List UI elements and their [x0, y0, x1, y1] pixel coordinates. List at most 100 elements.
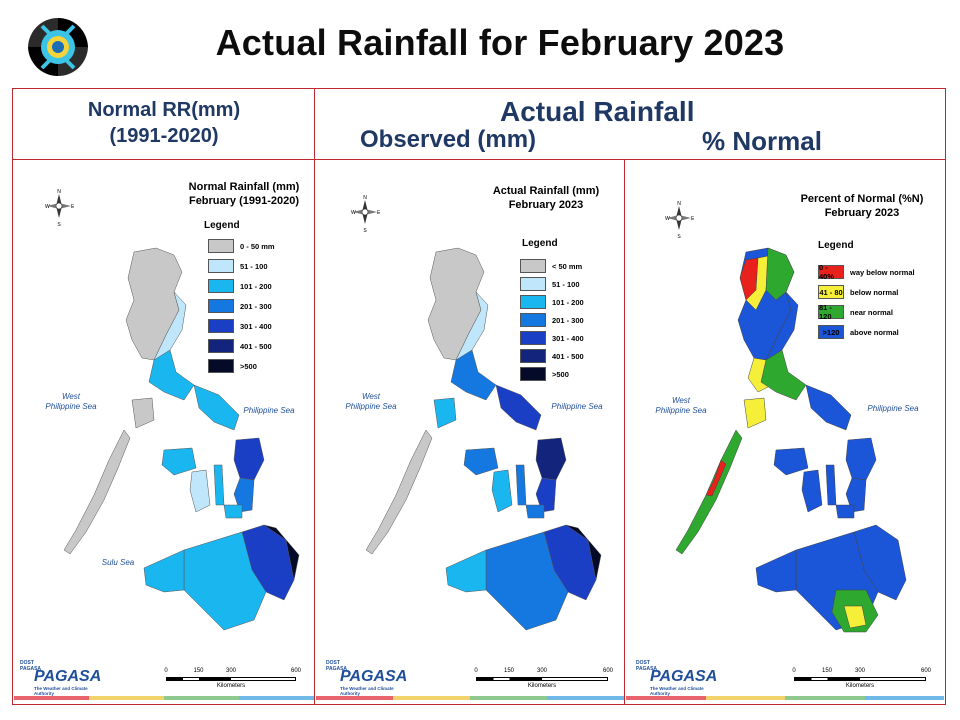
region-bohol: [525, 504, 545, 519]
region-leyte: [845, 477, 867, 513]
region-leyte: [535, 477, 557, 513]
region-luzon-central: [450, 349, 497, 401]
color-stripe: [14, 696, 89, 700]
legend-label: 51 - 100: [552, 279, 580, 289]
legend-swatch: [520, 259, 546, 273]
header-percent-normal: % Normal: [702, 126, 822, 156]
scale-unit: Kilometers: [527, 683, 557, 689]
map-panel-normal: Normal Rainfall (mm) February (1991-2020…: [14, 160, 314, 702]
region-negros: [801, 469, 823, 513]
color-stripe: [164, 696, 239, 700]
scale-tick: 150: [193, 668, 204, 674]
compass-e: E: [691, 216, 694, 222]
region-cagayan: [765, 247, 795, 301]
region-mindanao-coast: [565, 524, 602, 581]
legend-item: 101 - 200: [208, 278, 272, 294]
legend-swatch: [520, 367, 546, 381]
scale-tick: 300: [854, 668, 866, 674]
compass-w: W: [45, 204, 50, 210]
sea-west-line1: West: [61, 392, 81, 401]
color-stripe: [626, 696, 706, 700]
sea-west-line2: Philippine Sea: [345, 402, 397, 411]
legend-item: 81 - 120 near normal: [818, 303, 893, 321]
color-stripe: [316, 696, 393, 700]
map-title-line1: Normal Rainfall (mm): [188, 181, 300, 193]
scale-tick: 0: [474, 668, 478, 674]
legend-item: 41 - 80 below normal: [818, 284, 898, 300]
compass-w: W: [665, 216, 670, 222]
philippines-map-observed: [365, 247, 602, 631]
region-panay: [773, 447, 809, 476]
legend-label: 301 - 400: [552, 333, 584, 343]
legend-swatch: 0 - 40%: [818, 263, 844, 281]
region-mindoro: [433, 397, 457, 429]
legend-label: 101 - 200: [552, 297, 584, 307]
region-luzon-central: [760, 349, 807, 401]
legend-swatch: >120: [818, 325, 844, 339]
color-stripe: [547, 696, 624, 700]
region-panay: [463, 447, 499, 476]
region-bicol: [805, 384, 852, 431]
sea-label-west: West Philippine Sea: [336, 392, 406, 412]
map-title-observed: Actual Rainfall (mm) February 2023: [476, 184, 616, 212]
legend-label: near normal: [850, 307, 893, 317]
slide-title: Actual Rainfall for February 2023: [215, 22, 785, 63]
color-stripe: [393, 696, 470, 700]
scale-unit: Kilometers: [216, 683, 246, 689]
legend-item: 201 - 300: [208, 298, 272, 314]
compass-icon: N S W E: [664, 200, 694, 240]
scale-bar: 0 150 300 600 Kilometers: [474, 668, 613, 694]
color-stripe: [470, 696, 547, 700]
legend-label: 201 - 300: [240, 301, 272, 311]
header-normal-line1: Normal RR(mm): [87, 99, 241, 121]
sea-label-east: Philippine Sea: [243, 406, 295, 415]
legend-item: 51 - 100: [208, 258, 268, 274]
legend-swatch: [520, 313, 546, 327]
region-palawan: [365, 429, 433, 555]
region-mindanao-coast: [263, 524, 300, 581]
region-zamboanga: [755, 549, 797, 593]
sea-label-west: West Philippine Sea: [36, 392, 106, 412]
color-stripe: [239, 696, 314, 700]
region-cebu: [825, 464, 837, 506]
region-samar: [233, 437, 265, 481]
compass-s: S: [57, 222, 61, 228]
scale-tick: 600: [920, 668, 932, 674]
region-bohol: [223, 504, 243, 519]
region-mindoro: [131, 397, 155, 429]
sea-label-east: Philippine Sea: [551, 402, 603, 411]
legend-item: 301 - 400: [520, 330, 584, 346]
legend-label: 51 - 100: [240, 261, 268, 271]
legend-swatch: [520, 277, 546, 291]
map-title-normal: Normal Rainfall (mm) February (1991-2020…: [174, 180, 314, 208]
sea-west-line2: Philippine Sea: [45, 402, 97, 411]
legend-label: 401 - 500: [552, 351, 584, 361]
sea-label-east: Philippine Sea: [867, 404, 919, 413]
legend-item: 401 - 500: [208, 338, 272, 354]
legend-swatch: [208, 299, 234, 313]
color-stripe: [89, 696, 164, 700]
header-normal-line2: (1991-2020): [109, 125, 219, 147]
region-mindoro: [743, 397, 767, 429]
map-panel-observed: Actual Rainfall (mm) February 2023 Legen…: [316, 160, 624, 702]
legend-swatch: [208, 259, 234, 273]
map-title-line1: Percent of Normal (%N): [800, 193, 924, 205]
region-negros: [189, 469, 211, 513]
sea-west-line1: West: [361, 392, 381, 401]
header-normal: Normal RR(mm) (1991-2020): [14, 97, 314, 149]
legend-label: 0 - 50 mm: [240, 241, 275, 251]
legend-item: 201 - 300: [520, 312, 584, 328]
pagasa-logo: DOST PAGASA PAGASA The Weather and Climat…: [636, 660, 718, 696]
map-title-percent: Percent of Normal (%N) February 2023: [792, 192, 932, 220]
legend-title: Legend: [204, 220, 240, 231]
region-palawan-dry: [705, 459, 727, 497]
region-mindanao-central: [183, 531, 267, 631]
legend-item: 0 - 50 mm: [208, 238, 275, 254]
philippines-map-percent: [675, 247, 907, 633]
philippines-map-normal: [63, 247, 300, 631]
legend-item: 0 - 40% way below normal: [818, 263, 915, 281]
sea-west-line1: West: [671, 396, 691, 405]
legend-label: below normal: [850, 287, 899, 297]
scale-bar: 0 150 300 600 Kilometers: [792, 668, 931, 694]
compass-s: S: [677, 234, 681, 240]
